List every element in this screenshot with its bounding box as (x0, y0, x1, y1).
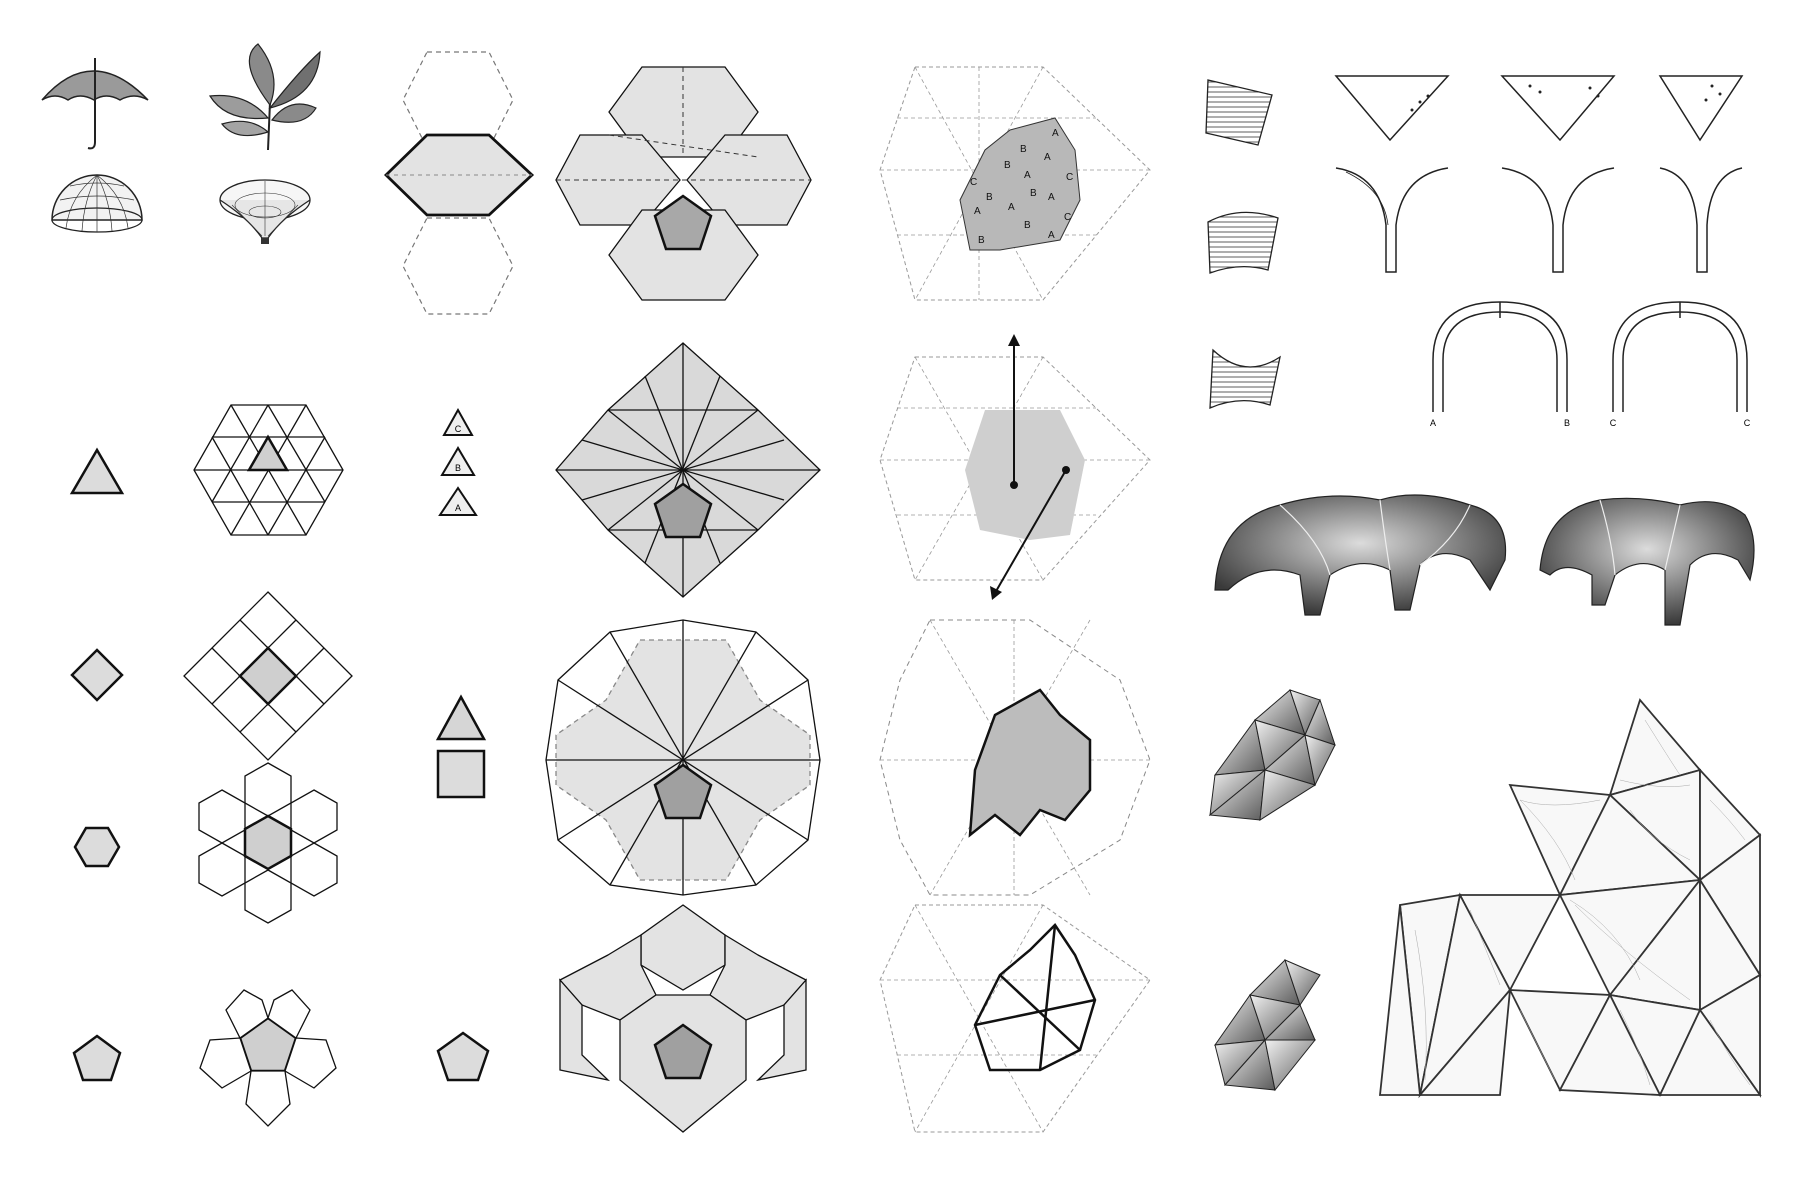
arrow-up-icon (1008, 334, 1020, 346)
umbrella-icon (41, 58, 149, 150)
vault-section-2 (1500, 75, 1616, 273)
speckle-dots (1410, 84, 1722, 112)
flat-surface (1205, 79, 1273, 146)
pentagon-hexagon-tiling (558, 904, 808, 1133)
triangle-tiling (193, 404, 344, 536)
region-label: A (974, 206, 981, 217)
region-label: B (1020, 144, 1027, 155)
region-label: A (1044, 152, 1051, 163)
vault-rendering-2 (1539, 497, 1755, 626)
triangle-label: C (455, 424, 462, 434)
arch-label: A (1430, 418, 1436, 428)
fiber-texture (1414, 719, 1751, 1086)
mixed-pattern (545, 619, 821, 896)
region-label: A (1048, 230, 1055, 241)
region-label: A (1008, 202, 1015, 213)
saddle-surface (1209, 348, 1281, 410)
plant-icon (208, 43, 321, 151)
base-hexagon (73, 826, 121, 868)
region-label: A (1052, 128, 1059, 139)
base-square-large (436, 749, 486, 799)
arch-label: C (1610, 418, 1617, 428)
base-triangle-large (435, 694, 487, 741)
pentagon-tiling (199, 989, 337, 1127)
region-label: C (1064, 212, 1071, 223)
region-label: B (978, 235, 985, 246)
base-pentagon (72, 1034, 122, 1082)
labelled-triangle-c: C (442, 407, 474, 436)
arch-ab (1432, 301, 1568, 412)
hexagon-pentagon-pattern (555, 66, 812, 301)
dome-icon (51, 174, 143, 233)
region-label: A (1048, 192, 1055, 203)
stretched-hexagon-group (383, 51, 535, 315)
base-triangle (69, 447, 125, 495)
square-tiling (183, 591, 353, 761)
base-pentagon-small (436, 1031, 490, 1082)
region-label: B (986, 192, 993, 203)
base-square (70, 648, 124, 702)
star-region-grid (879, 904, 1151, 1133)
region-label: C (970, 177, 977, 188)
arch-label: C (1744, 418, 1751, 428)
labelled-region-grid (879, 66, 1151, 301)
labelled-triangle-a: A (438, 486, 478, 516)
axis-region-grid (879, 334, 1151, 600)
funnel-icon (219, 179, 311, 244)
region-label: C (1066, 172, 1073, 183)
region-label: A (1024, 170, 1031, 181)
vault-section-3 (1658, 75, 1744, 273)
triangle-label: B (455, 463, 461, 473)
vault-rendering-1 (1214, 494, 1507, 616)
arrow-down-icon (990, 586, 1002, 600)
region-label: B (1030, 188, 1037, 199)
triangle-label: A (455, 503, 461, 513)
tile-cluster-large (1379, 698, 1762, 1099)
triangulated-pattern (555, 342, 821, 598)
octagonal-region-grid (879, 619, 1151, 896)
vault-section-1 (1334, 75, 1450, 273)
region-label: B (1004, 160, 1011, 171)
hexagon-tiling (198, 762, 338, 924)
arch-label: B (1564, 418, 1570, 428)
tile-cluster-small-1 (1208, 689, 1336, 821)
labelled-triangle-b: B (440, 446, 476, 476)
arch-cc (1612, 301, 1748, 412)
region-label: B (1024, 220, 1031, 231)
tile-cluster-small-2 (1213, 959, 1321, 1092)
curved-surface (1207, 211, 1279, 274)
region-labels: B A A C C B A A B A B C B A A B (970, 128, 1073, 246)
